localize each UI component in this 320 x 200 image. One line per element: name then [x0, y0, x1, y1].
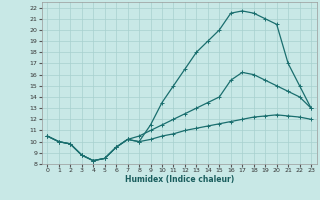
X-axis label: Humidex (Indice chaleur): Humidex (Indice chaleur): [124, 175, 234, 184]
